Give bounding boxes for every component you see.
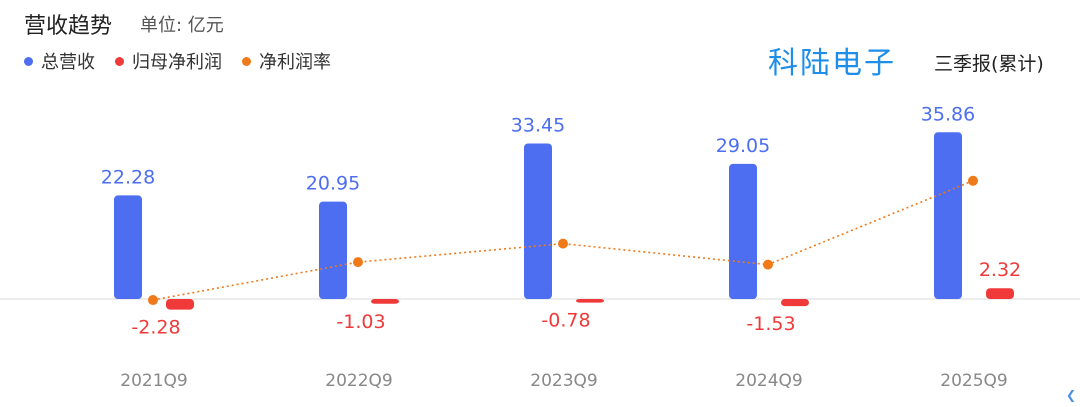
margin-point: [763, 259, 773, 270]
margin-point: [148, 295, 158, 306]
x-tick-label: 2021Q9: [120, 371, 187, 391]
net-profit-dot-icon: [115, 56, 124, 66]
net-profit-bar: [781, 299, 809, 307]
net-profit-bar: [371, 299, 399, 304]
net-profit-bar: [166, 299, 194, 310]
legend-label-margin: 净利润率: [259, 52, 331, 73]
net-profit-value-label: -1.03: [336, 311, 385, 333]
margin-dot-icon: [242, 56, 251, 66]
chevron-left-icon[interactable]: ❮: [1066, 388, 1077, 402]
revenue-value-label: 22.28: [101, 166, 155, 188]
x-tick-label: 2023Q9: [530, 371, 597, 391]
margin-point: [353, 257, 363, 268]
revenue-bar: [729, 163, 757, 299]
unit-label: 单位: 亿元: [140, 15, 224, 36]
revenue-bar: [319, 201, 347, 299]
revenue-value-label: 20.95: [306, 173, 360, 195]
revenue-bar: [114, 195, 142, 299]
margin-point: [968, 175, 978, 186]
legend-item-revenue[interactable]: 总营收: [24, 48, 95, 74]
net-profit-bar: [576, 299, 604, 303]
legend: 总营收 归母净利润 净利润率: [24, 48, 331, 74]
net-profit-value-label: 2.32: [979, 259, 1021, 281]
revenue-value-label: 33.45: [511, 114, 565, 136]
net-profit-value-label: -2.28: [131, 317, 180, 339]
x-tick-label: 2024Q9: [735, 371, 802, 391]
net-profit-value-label: -1.53: [746, 313, 795, 335]
revenue-value-label: 35.86: [921, 103, 975, 125]
legend-label-net-profit: 归母净利润: [132, 52, 222, 73]
revenue-bar: [934, 132, 962, 299]
legend-label-revenue: 总营收: [41, 52, 95, 73]
margin-point: [558, 238, 568, 249]
legend-item-net-profit[interactable]: 归母净利润: [115, 48, 222, 74]
revenue-dot-icon: [24, 56, 33, 66]
x-tick-label: 2025Q9: [940, 371, 1007, 391]
net-profit-bar: [986, 288, 1014, 299]
legend-item-margin[interactable]: 净利润率: [242, 48, 331, 74]
revenue-bar: [524, 143, 552, 299]
company-name: 科陆电子: [768, 46, 896, 81]
report-type: 三季报(累计): [934, 53, 1044, 75]
chart-title: 营收趋势: [24, 14, 113, 39]
x-tick-label: 2022Q9: [325, 371, 392, 391]
revenue-value-label: 29.05: [716, 135, 770, 157]
net-profit-value-label: -0.78: [541, 310, 590, 332]
